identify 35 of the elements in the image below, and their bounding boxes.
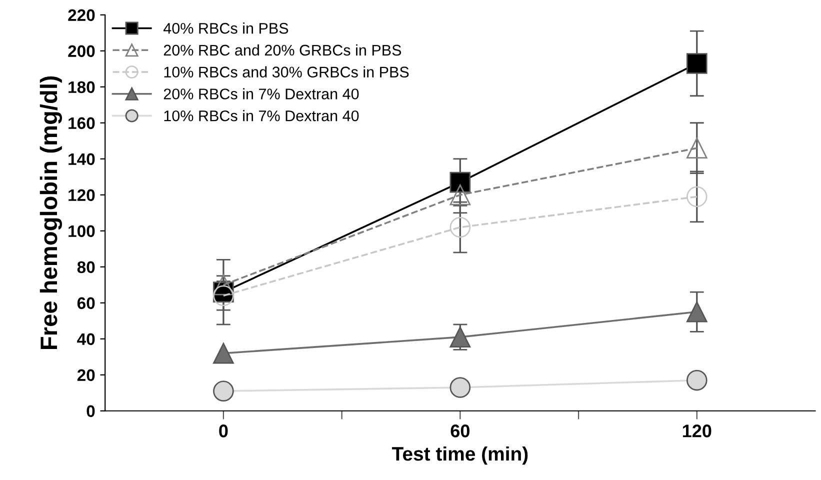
- legend-label: 20% RBCs in 7% Dextran 40: [164, 88, 359, 100]
- y-tick-label: 180: [68, 81, 95, 94]
- y-tick-label: 100: [68, 225, 95, 238]
- x-tick-label: 0: [219, 424, 228, 438]
- y-tick-label: 200: [68, 45, 95, 58]
- y-tick-label: 140: [68, 153, 95, 166]
- x-tick-label: 120: [682, 424, 712, 438]
- y-tick-label: 20: [77, 369, 95, 382]
- point: [686, 53, 708, 74]
- point: [686, 301, 708, 322]
- point: [686, 138, 708, 158]
- y-tick-label: 220: [68, 9, 95, 22]
- point: [686, 186, 708, 208]
- legend-label: 10% RBCs in 7% Dextran 40: [164, 110, 359, 122]
- y-tick-label: 80: [77, 261, 95, 274]
- point: [213, 380, 234, 402]
- point: [686, 370, 708, 391]
- y-tick-label: 40: [77, 333, 95, 346]
- point: [450, 216, 471, 238]
- x-tick-label: 60: [450, 424, 470, 438]
- legend-label: 10% RBCs and 30% GRBCs in PBS: [164, 66, 409, 78]
- point: [213, 285, 234, 306]
- point: [450, 172, 471, 193]
- y-tick-label: 120: [68, 189, 95, 202]
- y-axis-title: Free hemoglobin (mg/dl): [40, 76, 62, 350]
- point: [450, 377, 471, 398]
- legend-label: 40% RBCs in PBS: [163, 22, 288, 34]
- legend-label: 20% RBC and 20% GRBCs in PBS: [164, 44, 402, 56]
- x-axis-title: Test time (min): [392, 446, 528, 465]
- y-tick-label: 160: [68, 117, 95, 130]
- y-tick-label: 60: [77, 297, 95, 310]
- point: [450, 326, 471, 348]
- y-tick-label: 0: [86, 405, 95, 418]
- point: [450, 184, 471, 206]
- point: [213, 342, 234, 364]
